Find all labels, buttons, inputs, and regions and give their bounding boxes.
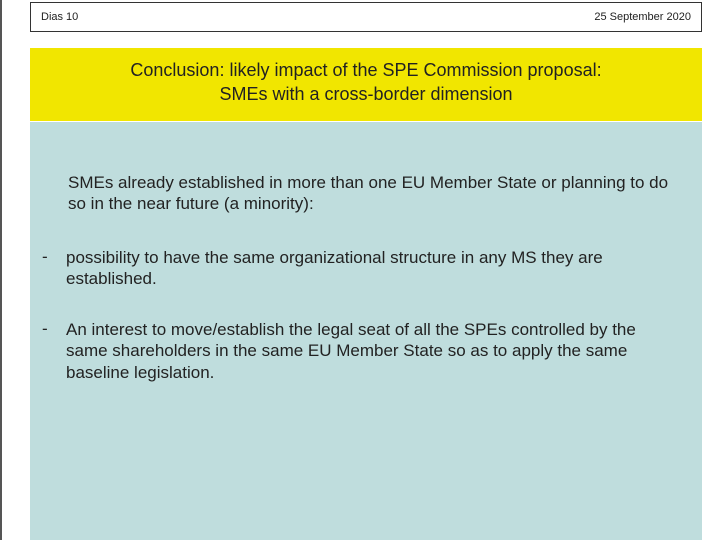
header-bar: Dias 10 25 September 2020 [30, 2, 702, 32]
bullet-item: - possibility to have the same organizat… [56, 247, 676, 290]
bullet-text: possibility to have the same organizatio… [66, 247, 676, 290]
title-line-1: Conclusion: likely impact of the SPE Com… [50, 58, 682, 82]
bullet-dash-icon: - [42, 319, 66, 383]
slide-number: Dias 10 [41, 11, 78, 23]
intro-text: SMEs already established in more than on… [68, 172, 676, 215]
bullet-item: - An interest to move/establish the lega… [56, 319, 676, 383]
title-block: Conclusion: likely impact of the SPE Com… [30, 48, 702, 121]
bullet-dash-icon: - [42, 247, 66, 290]
slide-date: 25 September 2020 [594, 11, 691, 23]
title-line-2: SMEs with a cross-border dimension [50, 82, 682, 106]
slide: Dias 10 25 September 2020 Conclusion: li… [0, 0, 720, 540]
bullet-text: An interest to move/establish the legal … [66, 319, 676, 383]
content-block: SMEs already established in more than on… [30, 122, 702, 540]
